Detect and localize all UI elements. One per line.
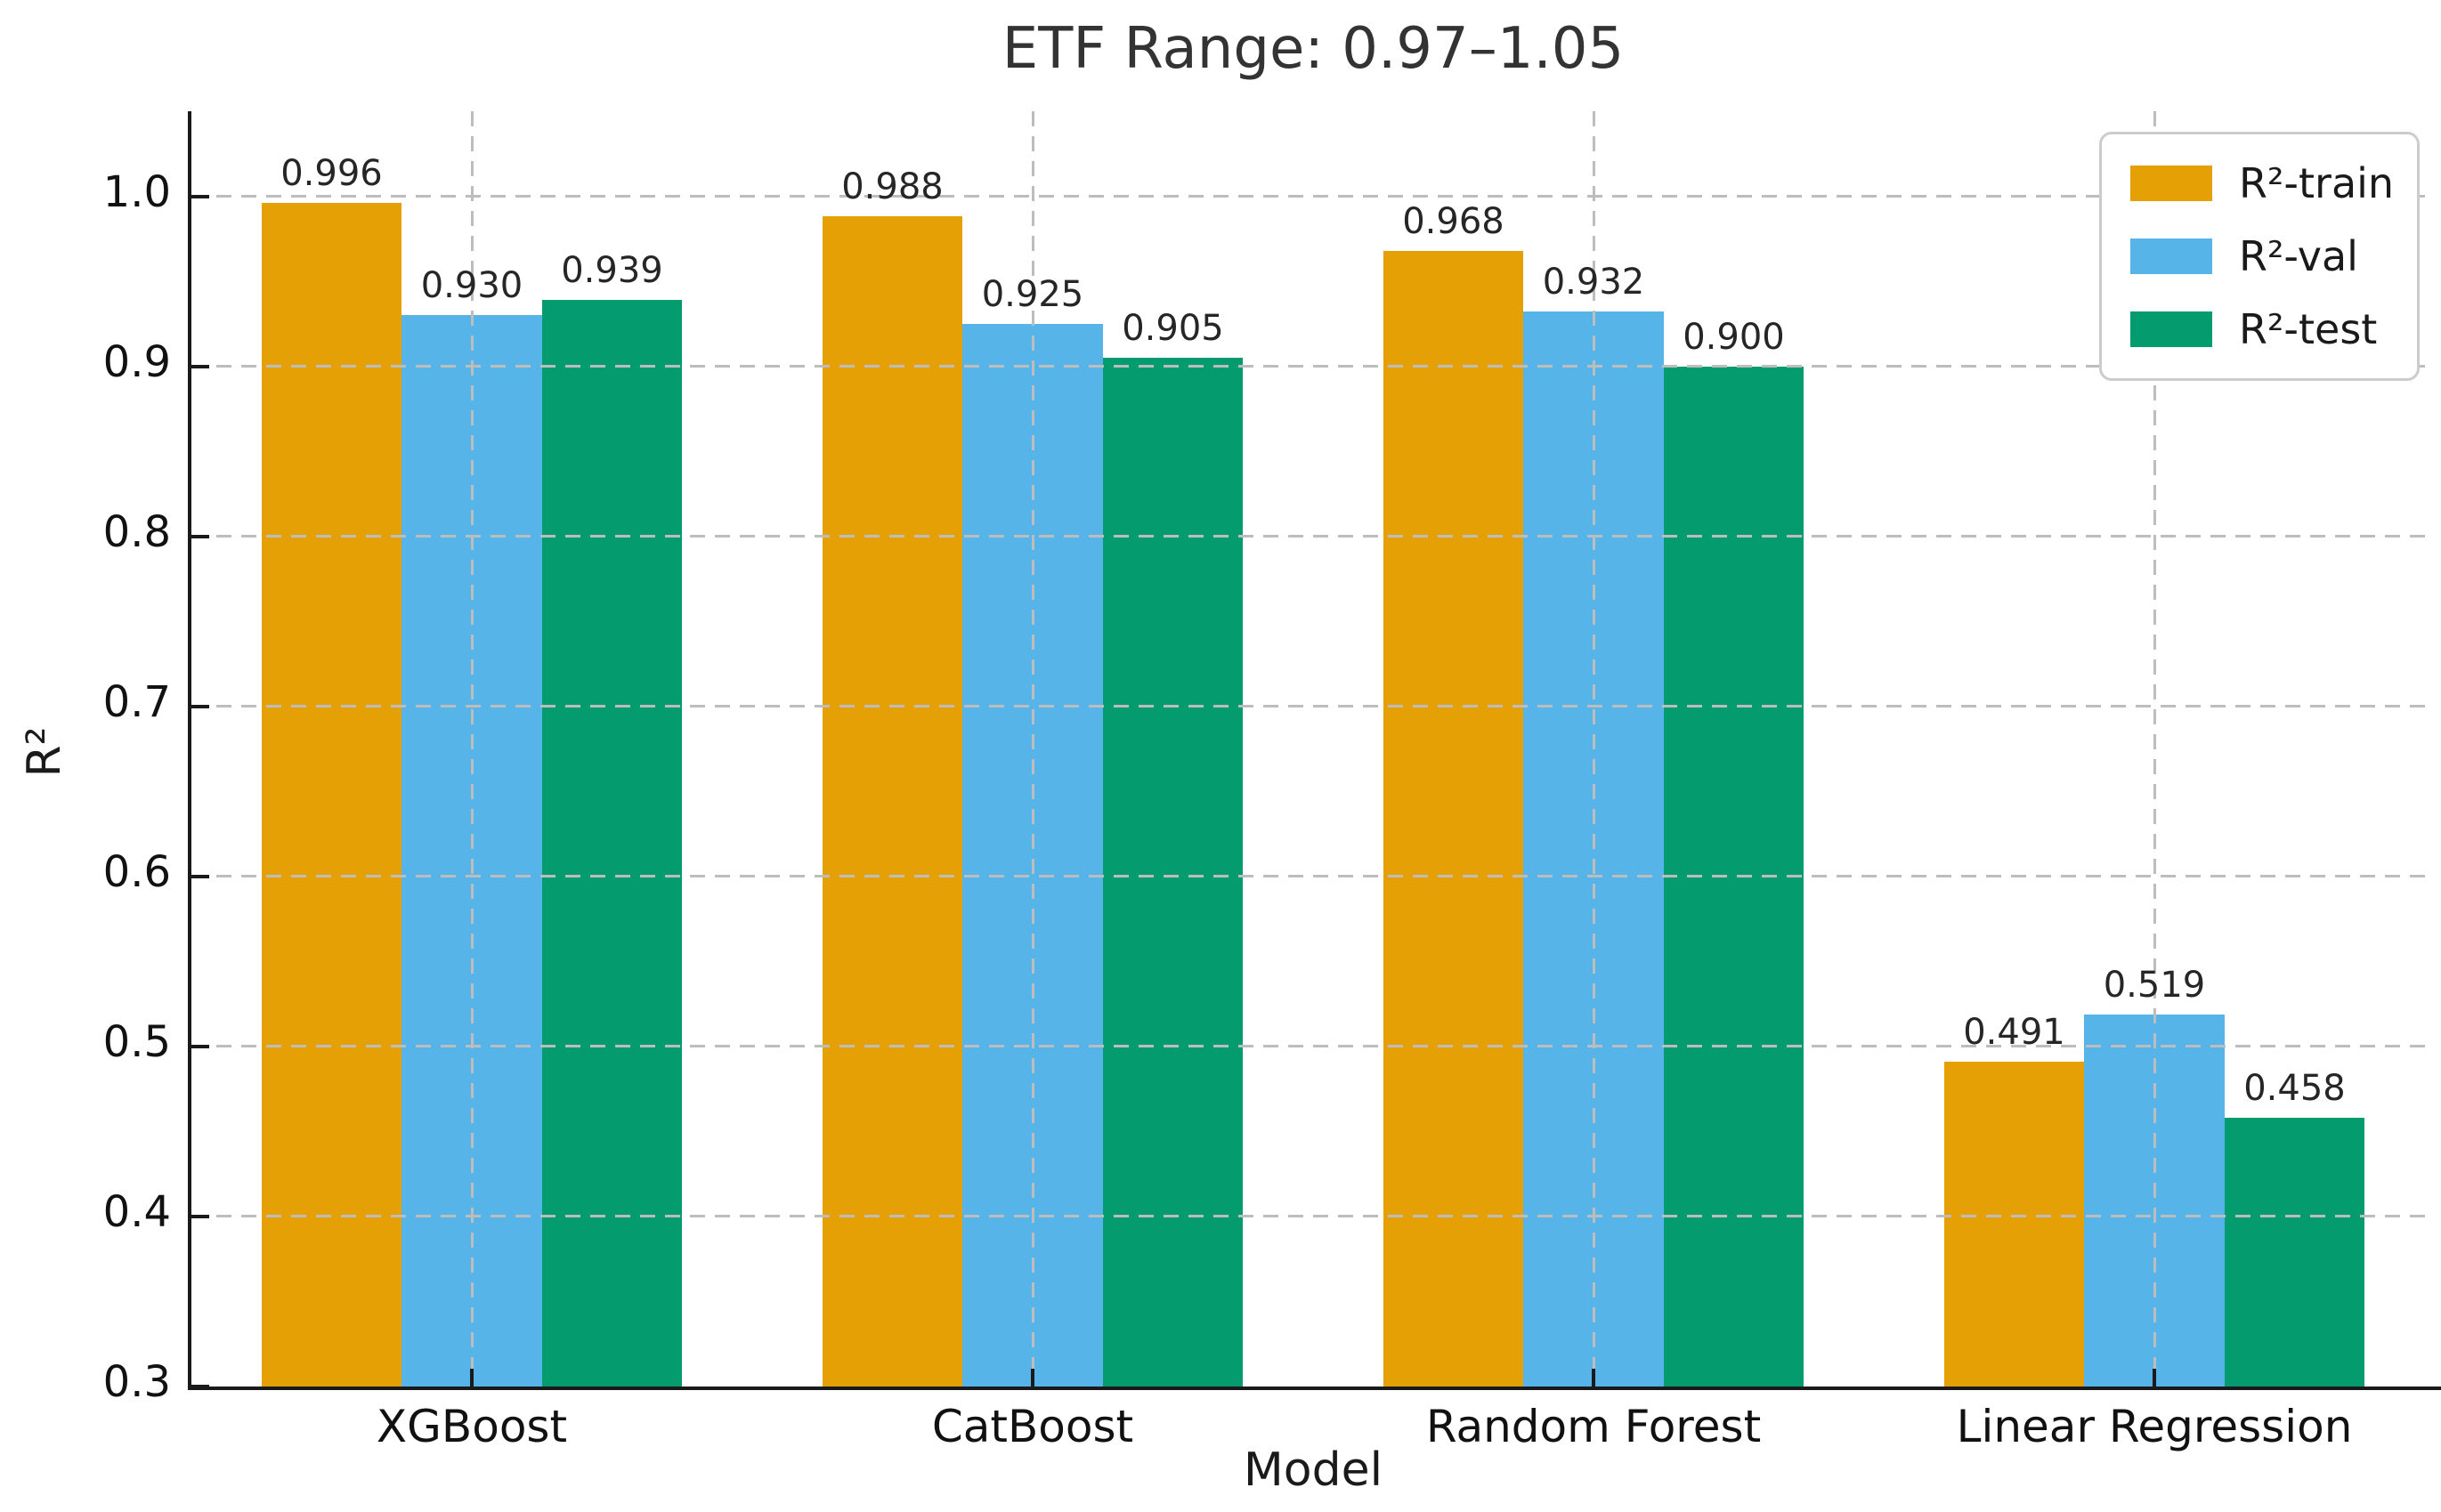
gridline-x-catboost — [1031, 111, 1034, 1387]
bar-r-test-xgboost — [541, 300, 683, 1387]
x-axis-spine — [188, 1387, 2441, 1390]
value-label-r-test-xgboost: 0.939 — [561, 250, 663, 292]
legend-swatch-val — [2130, 239, 2212, 274]
xtick-mark-xgboost — [470, 1369, 474, 1387]
ytick-mark-0.9 — [191, 364, 209, 368]
ytick-mark-0.5 — [191, 1044, 209, 1048]
xtick-mark-linear-regression — [2153, 1369, 2156, 1387]
ytick-label-0.9: 0.9 — [102, 336, 171, 387]
ytick-mark-0.8 — [191, 534, 209, 538]
ytick-mark-1.0 — [191, 194, 209, 198]
y-axis-spine — [188, 111, 191, 1390]
ytick-mark-0.6 — [191, 874, 209, 878]
value-label-r-train-catboost: 0.988 — [841, 166, 944, 208]
value-label-r-val-linear-regression: 0.519 — [2103, 964, 2206, 1006]
legend-swatch-train — [2130, 166, 2212, 201]
chart-title: ETF Range: 0.97–1.05 — [1002, 16, 1625, 82]
bar-r-train-xgboost — [261, 203, 402, 1387]
bar-r-train-linear-regression — [1943, 1062, 2085, 1387]
ytick-mark-0.7 — [191, 704, 209, 708]
legend-label-train: R²-train — [2239, 159, 2395, 207]
value-label-r-val-random-forest: 0.932 — [1542, 262, 1645, 303]
value-label-r-test-random-forest: 0.900 — [1683, 316, 1785, 358]
ytick-label-1.0: 1.0 — [102, 166, 171, 217]
legend-swatch-test — [2130, 311, 2212, 347]
bar-r-train-random-forest — [1383, 250, 1524, 1387]
legend: R²-train R²-val R²-test — [2099, 132, 2420, 381]
xtick-label-random-forest: Random Forest — [1425, 1401, 1762, 1452]
value-label-r-test-catboost: 0.905 — [1122, 308, 1224, 350]
legend-label-val: R²-val — [2239, 232, 2358, 280]
gridline-y-0.6 — [191, 875, 2435, 878]
value-label-r-train-random-forest: 0.968 — [1402, 200, 1504, 242]
gridline-y-0.4 — [191, 1215, 2435, 1218]
value-label-r-val-xgboost: 0.930 — [420, 265, 523, 307]
xtick-label-linear-regression: Linear Regression — [1956, 1401, 2353, 1452]
legend-label-test: R²-test — [2239, 305, 2378, 353]
gridline-y-0.7 — [191, 705, 2435, 708]
ytick-label-0.7: 0.7 — [102, 676, 171, 727]
gridline-x-linear-regression — [2153, 111, 2156, 1387]
value-label-r-test-linear-regression: 0.458 — [2243, 1068, 2346, 1110]
xtick-mark-catboost — [1031, 1369, 1034, 1387]
ytick-label-0.5: 0.5 — [102, 1016, 171, 1067]
xtick-label-xgboost: XGBoost — [376, 1401, 568, 1452]
ytick-label-0.6: 0.6 — [102, 846, 171, 897]
x-axis-label: Model — [1243, 1443, 1383, 1497]
bar-r-test-linear-regression — [2224, 1118, 2365, 1387]
ytick-label-0.8: 0.8 — [102, 506, 171, 557]
gridline-y-0.8 — [191, 535, 2435, 538]
legend-item-test: R²-test — [2130, 305, 2388, 353]
ytick-label-0.3: 0.3 — [102, 1357, 171, 1407]
xtick-mark-random-forest — [1592, 1369, 1595, 1387]
ytick-label-0.4: 0.4 — [102, 1186, 171, 1237]
gridline-y-0.9 — [191, 365, 2435, 368]
xtick-label-catboost: CatBoost — [931, 1401, 1134, 1452]
value-label-r-train-xgboost: 0.996 — [280, 153, 383, 195]
bar-r-test-catboost — [1102, 358, 1244, 1387]
bar-r-train-catboost — [822, 216, 963, 1387]
gridline-y-1.0 — [191, 195, 2435, 198]
legend-item-val: R²-val — [2130, 232, 2388, 280]
gridline-x-xgboost — [470, 111, 474, 1387]
gridline-x-random-forest — [1592, 111, 1595, 1387]
value-label-r-val-catboost: 0.925 — [981, 273, 1084, 315]
legend-item-train: R²-train — [2130, 159, 2394, 207]
gridline-y-0.5 — [191, 1045, 2435, 1048]
value-label-r-train-linear-regression: 0.491 — [1963, 1012, 2065, 1054]
ytick-mark-0.4 — [191, 1214, 209, 1218]
